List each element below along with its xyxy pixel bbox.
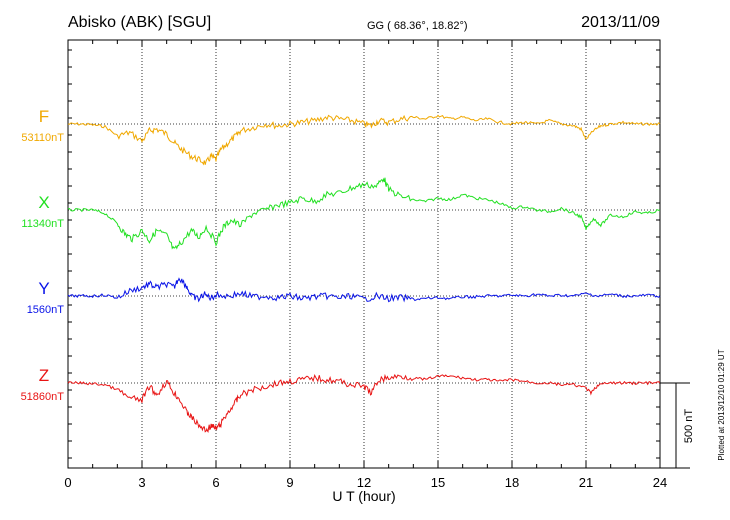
station-title: Abisko (ABK) [SGU]: [68, 14, 211, 31]
plot-area: [67, 39, 661, 469]
date-label: 2013/11/09: [581, 14, 660, 31]
x-tick-label: 0: [64, 475, 71, 490]
x-tick-label: 18: [505, 475, 519, 490]
x-tick-label: 9: [286, 475, 293, 490]
series-line-f: [67, 114, 661, 166]
x-tick-label: 21: [579, 475, 593, 490]
x-tick-label: 12: [357, 475, 371, 490]
series-baseline-f: 53110nT: [21, 132, 64, 144]
x-tick-label: 15: [431, 475, 445, 490]
x-tick-label: 3: [138, 475, 145, 490]
series-name-x: X: [38, 193, 49, 212]
series-layer: [67, 114, 661, 434]
x-tick-label: 6: [212, 475, 219, 490]
series-baseline-z: 51860nT: [21, 391, 65, 403]
series-name-f: F: [39, 107, 49, 126]
series-line-y: [67, 277, 661, 303]
x-axis-label: U T (hour): [332, 488, 395, 504]
axis-ticks: [67, 40, 661, 468]
scale-bar-label: 500 nT: [683, 409, 695, 444]
series-baseline-x: 11340nT: [21, 218, 64, 230]
plotted-at-label: Plotted at 2013/12/10 01:29 UT: [717, 349, 726, 460]
series-labels: F 53110nT X 11340nT Y 1560nT Z 51860nT: [21, 107, 65, 403]
grid-lines: [68, 40, 660, 468]
series-line-z: [67, 373, 661, 434]
series-name-y: Y: [38, 279, 49, 298]
coordinates-label: GG ( 68.36°, 18.82°): [367, 20, 468, 32]
series-line-x: [67, 177, 661, 250]
series-baseline-y: 1560nT: [27, 304, 65, 316]
scale-bar: 500 nT: [660, 382, 695, 469]
x-tick-labels: 0 3 6 9 12 15 18 21 24: [64, 475, 667, 490]
series-name-z: Z: [39, 366, 49, 385]
x-tick-label: 24: [653, 475, 667, 490]
